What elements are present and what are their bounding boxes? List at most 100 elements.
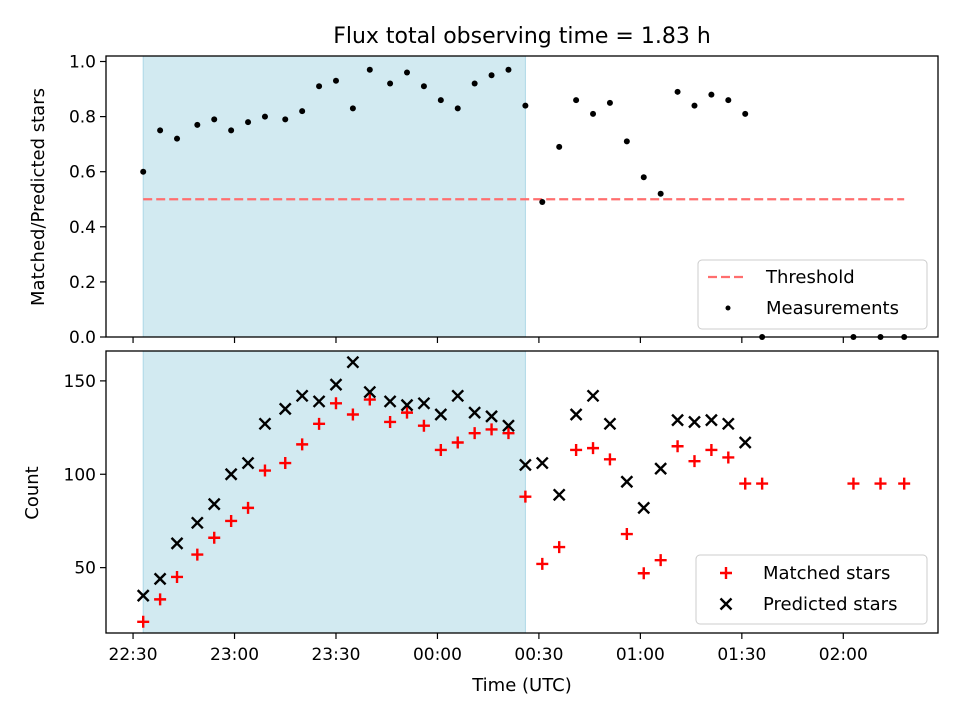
matched-star-point — [756, 477, 769, 490]
predicted-star-point — [434, 408, 448, 421]
matched-star-point — [296, 438, 309, 451]
matched-star-point — [468, 427, 481, 440]
predicted-star-point — [721, 417, 735, 431]
x-axis-label: Time (UTC) — [471, 675, 572, 696]
x-tick-label: 23:30 — [311, 645, 360, 665]
matched-star-point — [363, 393, 376, 406]
predicted-star-point — [329, 378, 343, 391]
measurement-point — [674, 88, 681, 95]
predicted-star-point — [278, 402, 292, 416]
predicted-star-point — [654, 462, 668, 476]
predicted-star-point — [190, 516, 204, 530]
measurement-point — [437, 97, 444, 104]
matched-star-point — [536, 557, 549, 570]
x-tick-label: 01:00 — [616, 645, 665, 665]
measurement-point — [640, 174, 647, 181]
predicted-star-point — [400, 398, 414, 412]
measurement-point — [174, 135, 181, 142]
chart-title: Flux total observing time = 1.83 h — [333, 24, 711, 49]
matched-star-point — [637, 567, 650, 580]
matched-star-point — [722, 451, 735, 464]
matched-star-point — [654, 554, 667, 567]
matched-star-point — [739, 477, 752, 490]
bottom-observing-interval — [142, 350, 526, 634]
predicted-star-point — [738, 436, 752, 449]
predicted-star-point — [502, 419, 515, 433]
measurement-point — [522, 102, 529, 109]
predicted-star-point — [637, 501, 651, 515]
predicted-star-point — [153, 572, 167, 586]
matched-star-point — [847, 477, 860, 490]
x-tick-label: 00:00 — [413, 645, 462, 665]
top-observing-interval — [142, 55, 526, 338]
measurement-point — [261, 113, 268, 120]
bottom-legend: Matched stars Predicted stars — [695, 554, 928, 625]
predicted-star-point — [552, 488, 566, 502]
matched-star-point — [208, 531, 221, 544]
bottom-legend-box — [695, 554, 928, 625]
legend-matched-label: Matched stars — [763, 563, 890, 584]
matched-star-point — [313, 417, 326, 430]
legend-predicted-label: Predicted stars — [763, 594, 897, 615]
measurement-point — [194, 121, 201, 128]
predicted-star-point — [224, 467, 238, 481]
measurement-point — [245, 119, 252, 126]
bottom-y-tick-label: 50 — [74, 559, 96, 579]
measurement-point — [488, 72, 495, 79]
predicted-star-point — [241, 456, 255, 470]
measurement-point — [349, 105, 356, 112]
top-panel: 0.0 0.2 0.4 0.6 0.8 1.0 Threshold Measurements — [69, 53, 939, 348]
x-tick-label: 01:30 — [717, 645, 766, 665]
matched-star-point — [451, 436, 464, 449]
matched-star-point — [154, 593, 167, 606]
predicted-star-point — [569, 408, 583, 421]
matched-star-point — [874, 477, 887, 490]
top-legend: Threshold Measurements — [697, 259, 928, 330]
top-legend-box — [697, 259, 928, 330]
matched-star-point — [417, 419, 430, 432]
predicted-star-point — [417, 396, 431, 410]
bottom-y-tick-label: 150 — [64, 372, 96, 392]
matched-star-point — [171, 570, 184, 583]
measurement-point — [420, 83, 427, 90]
matched-star-point — [279, 457, 292, 470]
predicted-star-point — [207, 497, 221, 511]
matched-star-point — [502, 427, 515, 440]
legend-measurements-label: Measurements — [766, 298, 899, 319]
matched-star-point — [485, 423, 498, 436]
predicted-star-point — [451, 389, 465, 403]
top-axes-frame — [105, 55, 939, 338]
bottom-panel: 50 100 150 22:30 23:00 23:30 00:00 00:30 01:00 01… — [64, 350, 939, 665]
predicted-star-point — [535, 456, 549, 470]
measurement-point — [606, 99, 613, 106]
measurement-point — [657, 190, 664, 197]
measurement-point — [211, 116, 218, 123]
legend-measurements-swatch — [725, 305, 731, 311]
matched-star-point — [898, 477, 911, 490]
measurement-point — [282, 116, 289, 123]
matched-star-point — [242, 501, 255, 514]
measurement-point — [404, 69, 411, 76]
matched-star-point — [553, 541, 566, 554]
measurement-point — [708, 91, 715, 98]
matched-star-point — [519, 490, 532, 503]
measurement-point — [725, 97, 732, 104]
predicted-star-point — [258, 417, 272, 431]
matched-star-point — [225, 514, 238, 527]
matched-star-point — [401, 406, 414, 419]
measurement-point — [556, 143, 563, 150]
predicted-star-point — [519, 458, 532, 472]
predicted-star-point — [170, 537, 184, 550]
measurement-point — [157, 127, 164, 134]
predicted-star-point — [346, 355, 360, 369]
top-y-tick-label: 1.0 — [69, 53, 96, 73]
measurement-point — [539, 199, 546, 206]
predicted-star-point — [671, 413, 684, 427]
measurement-point — [454, 105, 461, 112]
measurement-point — [623, 138, 630, 145]
matched-star-point — [705, 443, 718, 456]
matched-star-point — [346, 408, 359, 421]
top-y-tick-label: 0.4 — [69, 218, 96, 238]
top-y-tick-label: 0.0 — [69, 328, 96, 348]
